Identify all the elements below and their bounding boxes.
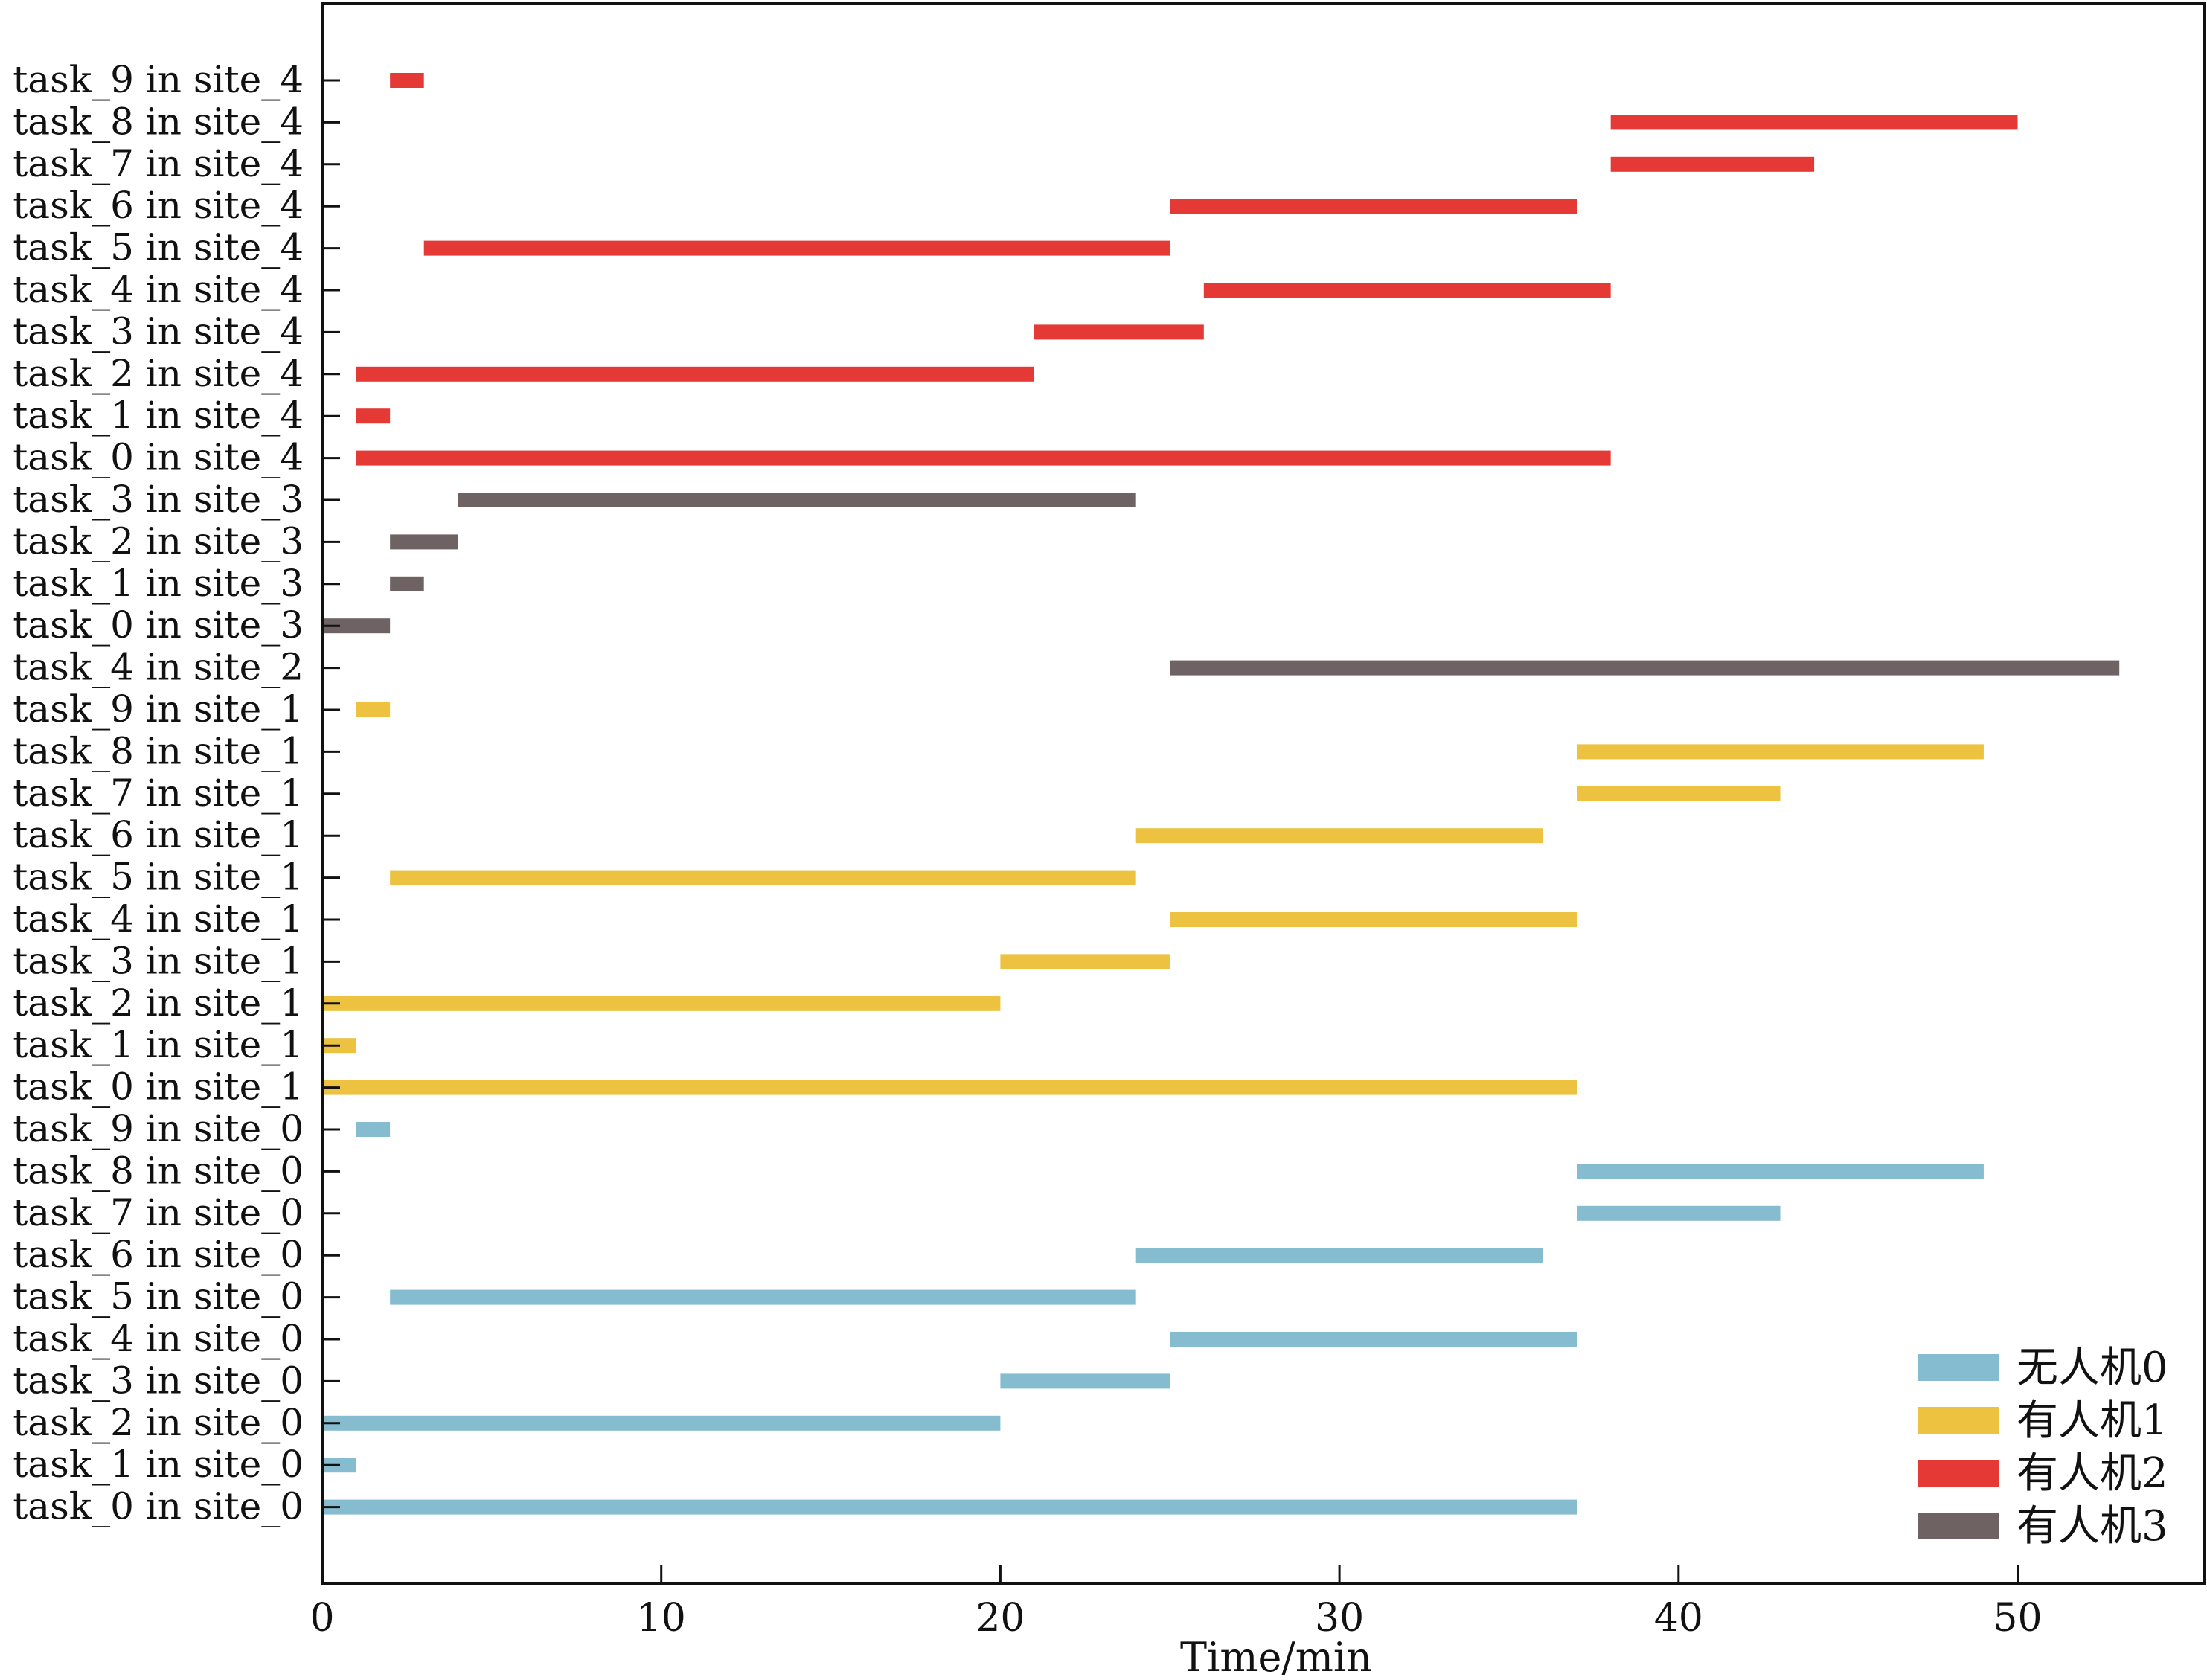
legend-swatch: [1918, 1460, 1999, 1487]
task-bar: [322, 1415, 1001, 1431]
task-bar: [356, 366, 1034, 382]
y-tick-label: task_0 in site_1: [13, 1065, 304, 1109]
task-bar: [1135, 828, 1543, 844]
task-bar: [1577, 786, 1781, 801]
y-tick-label: task_8 in site_4: [13, 100, 304, 143]
task-bar: [1170, 660, 2120, 676]
y-tick-label: task_0 in site_0: [13, 1485, 304, 1528]
task-bar: [1034, 324, 1204, 340]
legend-label: 无人机0: [2017, 1344, 2168, 1392]
y-tick-label: task_1 in site_0: [13, 1443, 304, 1486]
task-bar: [1610, 115, 2018, 130]
y-tick-label: task_7 in site_0: [13, 1191, 304, 1234]
y-tick-label: task_3 in site_0: [13, 1359, 304, 1402]
y-tick-label: task_4 in site_2: [13, 646, 304, 689]
task-bar: [390, 1289, 1136, 1305]
task-bar: [390, 870, 1136, 885]
task-bar: [1170, 1332, 1577, 1347]
y-tick-label: task_5 in site_1: [13, 856, 304, 899]
legend-label: 有人机1: [2017, 1397, 2168, 1445]
task-bar: [356, 702, 391, 717]
x-tick-label: 0: [310, 1596, 334, 1641]
task-bar: [1000, 1373, 1170, 1389]
y-tick-label: task_3 in site_1: [13, 939, 304, 982]
task-bar: [322, 1080, 1577, 1095]
y-tick-label: task_3 in site_3: [13, 478, 304, 521]
y-tick-label: task_5 in site_0: [13, 1275, 304, 1318]
task-bar: [1000, 954, 1170, 969]
task-bar: [356, 450, 1611, 466]
bars-layer: [322, 73, 2120, 1515]
task-bar: [390, 73, 424, 88]
task-bar: [390, 576, 424, 591]
x-tick-label: 50: [1993, 1596, 2042, 1641]
task-bar: [1170, 912, 1577, 927]
task-bar: [1610, 156, 1815, 172]
y-tick-label: task_8 in site_0: [13, 1149, 304, 1192]
x-tick-label: 40: [1654, 1596, 1703, 1641]
task-bar: [1577, 1164, 1984, 1179]
task-bar: [1203, 283, 1611, 298]
y-tick-label: task_1 in site_1: [13, 1023, 304, 1066]
y-tick-label: task_5 in site_4: [13, 226, 304, 269]
x-tick-label: 20: [976, 1596, 1025, 1641]
task-bar: [1577, 1205, 1781, 1221]
y-tick-label: task_1 in site_3: [13, 562, 304, 605]
y-tick-label: task_9 in site_4: [13, 58, 304, 101]
task-bar: [390, 534, 458, 550]
y-tick-label: task_4 in site_0: [13, 1317, 304, 1360]
y-tick-label: task_2 in site_1: [13, 981, 304, 1025]
task-bar: [356, 1122, 391, 1137]
legend-swatch: [1918, 1407, 1999, 1434]
task-bar: [1577, 744, 1984, 760]
task-bar: [322, 1499, 1577, 1515]
task-bar: [1135, 1248, 1543, 1263]
x-axis: 0 10 20 30 40 50: [310, 1565, 2043, 1641]
y-tick-label: task_2 in site_3: [13, 519, 304, 562]
y-tick-label: task_6 in site_4: [13, 184, 304, 227]
y-tick-label: task_7 in site_1: [13, 772, 304, 815]
task-bar: [458, 493, 1136, 507]
y-tick-label: task_9 in site_0: [13, 1107, 304, 1150]
legend-label: 有人机2: [2017, 1449, 2168, 1498]
y-tick-label: task_1 in site_4: [13, 394, 304, 437]
legend-swatch: [1918, 1513, 1999, 1539]
task-bar: [1170, 199, 1577, 214]
y-tick-label: task_4 in site_1: [13, 897, 304, 940]
y-tick-label: task_6 in site_1: [13, 813, 304, 856]
y-tick-label: task_2 in site_0: [13, 1401, 304, 1444]
x-axis-label: Time/min: [1180, 1634, 1372, 1680]
task-bar: [423, 240, 1170, 256]
plot-frame: [321, 2, 2206, 1585]
y-tick-label: task_2 in site_4: [13, 352, 304, 395]
legend-swatch: [1918, 1354, 1999, 1381]
task-bar: [322, 618, 391, 634]
legend-label: 有人机3: [2017, 1502, 2168, 1551]
task-bar: [322, 996, 1001, 1011]
y-tick-label: task_0 in site_4: [13, 436, 304, 479]
y-tick-label: task_3 in site_4: [13, 310, 304, 353]
x-tick-label: 30: [1315, 1596, 1364, 1641]
y-tick-label: task_6 in site_0: [13, 1233, 304, 1276]
y-tick-label: task_9 in site_1: [13, 687, 304, 731]
x-tick-label: 10: [637, 1596, 686, 1641]
y-tick-label: task_0 in site_3: [13, 603, 304, 647]
y-tick-label: task_8 in site_1: [13, 729, 304, 772]
y-tick-label: task_4 in site_4: [13, 268, 304, 311]
task-bar: [356, 408, 391, 424]
y-tick-label: task_7 in site_4: [13, 142, 304, 185]
